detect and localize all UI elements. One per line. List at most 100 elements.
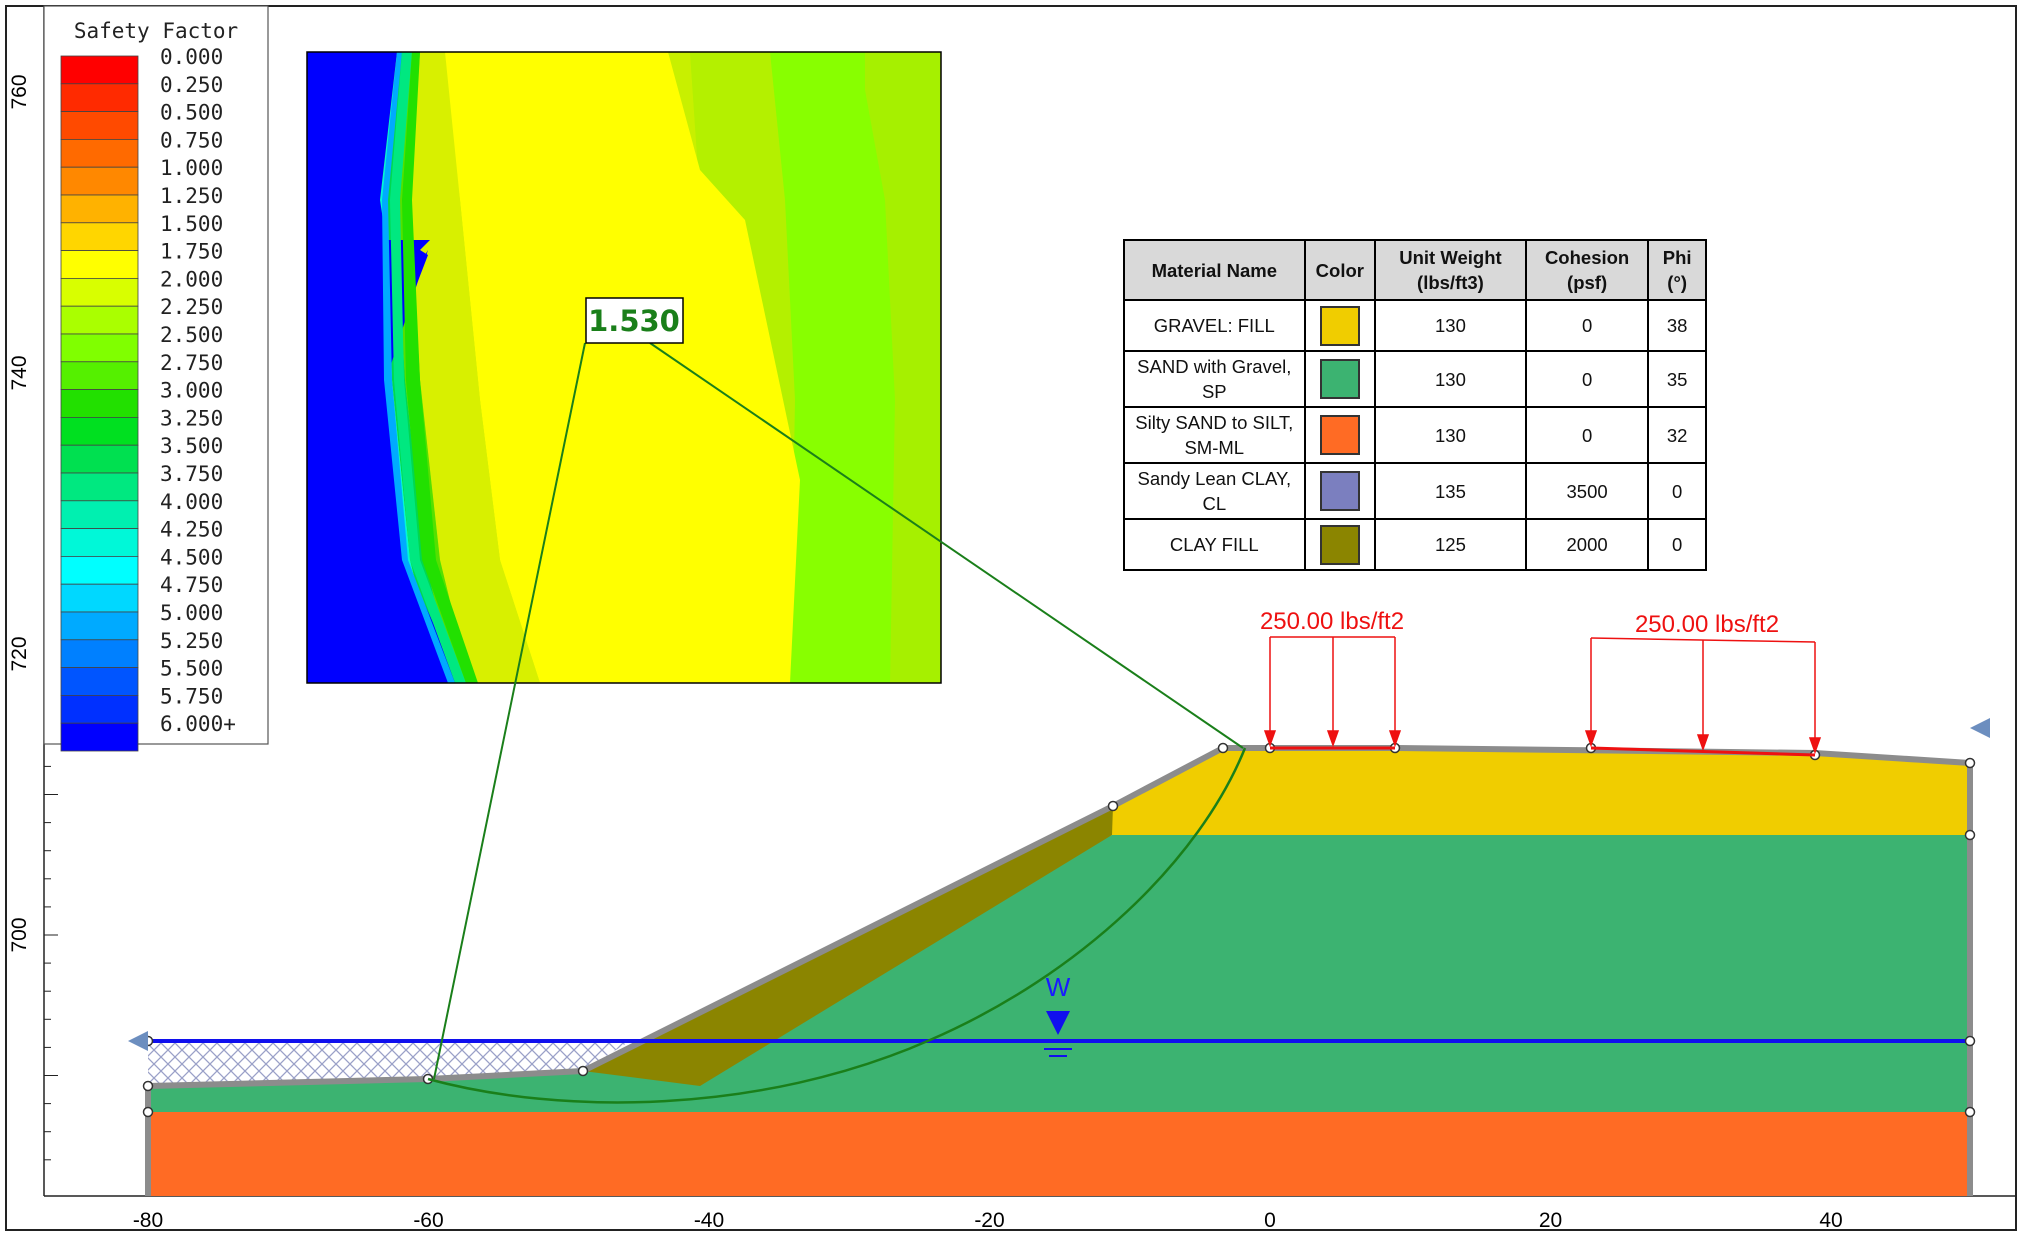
y-tick-label: 720 <box>8 636 31 671</box>
slope-model[interactable] <box>128 718 1990 1196</box>
legend-label: 3.750 <box>160 462 223 486</box>
viewport-frame <box>5 5 2017 1231</box>
legend-swatch <box>60 556 139 585</box>
y-tick-label: 740 <box>8 355 31 390</box>
cohesion: 0 <box>1524 406 1650 464</box>
material-properties-table: Material Name Color Unit Weight (lbs/ft3… <box>1123 239 1707 571</box>
x-tick-label: 40 <box>1819 1209 1842 1232</box>
x-tick-label: 20 <box>1539 1209 1562 1232</box>
legend-label: 5.000 <box>160 601 223 625</box>
legend-swatch <box>60 500 139 529</box>
safety-factor-callout[interactable]: 1.530 <box>585 297 684 344</box>
legend-swatch <box>60 222 139 252</box>
callout-leader-right <box>649 342 1244 749</box>
phi: 35 <box>1647 350 1707 408</box>
load-1-label: 250.00 lbs/ft2 <box>1260 608 1404 635</box>
safety-factor-legend: Safety Factor 0.000 0.250 0.500 0.750 1.000 1… <box>43 5 269 752</box>
legend-swatch <box>60 111 139 140</box>
legend-swatch <box>60 166 139 196</box>
material-color-cell <box>1303 350 1377 408</box>
left-boundary-marker-icon <box>128 1031 148 1051</box>
material-color-cell <box>1303 518 1377 571</box>
legend-title: Safety Factor <box>74 19 238 43</box>
material-swatch <box>1319 359 1360 399</box>
legend-swatch <box>60 416 139 446</box>
legend-swatch <box>60 583 139 613</box>
legend-label: 1.000 <box>160 156 223 180</box>
legend-swatch <box>60 695 139 724</box>
distributed-load-2[interactable]: 250.00 lbs/ft2 <box>1584 611 1822 757</box>
legend-label: 3.500 <box>160 434 223 458</box>
phi: 38 <box>1647 299 1707 352</box>
distributed-load-1[interactable]: 250.00 lbs/ft2 <box>1260 608 1404 750</box>
legend-label: 3.250 <box>160 406 223 430</box>
vertex <box>577 1065 589 1077</box>
cohesion: 2000 <box>1524 518 1650 571</box>
critical-slip-surface[interactable] <box>427 747 1247 1104</box>
legend-label: 0.750 <box>160 128 223 152</box>
vertex <box>142 1106 154 1118</box>
legend-label: 3.000 <box>160 379 223 403</box>
cohesion: 0 <box>1524 299 1650 352</box>
material-name: Sandy Lean CLAY, CL <box>1123 462 1306 520</box>
legend-label: 0.250 <box>160 73 223 97</box>
legend-label: 5.750 <box>160 684 223 708</box>
legend-label: 1.750 <box>160 240 223 264</box>
material-clay-fill-region[interactable] <box>583 806 1113 1086</box>
boundary-vertices[interactable] <box>142 742 1976 1118</box>
legend-label: 4.250 <box>160 518 223 542</box>
material-swatch <box>1319 524 1360 565</box>
header-material-name: Material Name <box>1123 239 1306 301</box>
legend-label: 6.000+ <box>160 712 236 736</box>
legend-swatch <box>60 667 139 696</box>
legend-swatch <box>60 277 139 307</box>
legend-label: 1.500 <box>160 212 223 236</box>
legend-swatch <box>60 639 139 668</box>
legend-label: 2.750 <box>160 351 223 375</box>
legend-swatch <box>60 333 139 363</box>
material-name: CLAY FILL <box>1123 518 1306 571</box>
legend-label: 2.000 <box>160 267 223 291</box>
water-table-marker: W <box>1044 972 1072 1057</box>
material-name: GRAVEL: FILL <box>1123 299 1306 352</box>
unit-weight: 130 <box>1374 299 1527 352</box>
header-unit-weight: Unit Weight (lbs/ft3) <box>1374 239 1527 301</box>
vertex <box>1217 742 1229 754</box>
legend-label: 4.000 <box>160 490 223 514</box>
material-silty-sand-region[interactable] <box>148 1112 1970 1196</box>
legend-label: 0.000 <box>160 45 223 69</box>
material-color-cell <box>1303 406 1377 464</box>
x-axis-ticks: -80 -60 -40 -20 0 20 40 <box>133 1182 1972 1232</box>
unit-weight: 125 <box>1374 518 1527 571</box>
phi: 32 <box>1647 406 1707 464</box>
material-swatch <box>1319 305 1360 346</box>
material-name: Silty SAND to SILT, SM-ML <box>1123 406 1306 464</box>
material-swatch <box>1319 415 1360 455</box>
legend-label: 4.500 <box>160 545 223 569</box>
x-tick-label: -40 <box>694 1209 724 1232</box>
vertex <box>1107 800 1119 812</box>
material-name: SAND with Gravel, SP <box>1123 350 1306 408</box>
material-gravel-fill-region[interactable] <box>1093 748 1970 835</box>
callout-leader-left <box>433 342 586 1080</box>
legend-swatch <box>60 389 139 418</box>
legend-swatch <box>60 611 139 641</box>
legend-swatch <box>60 361 139 390</box>
legend-label: 5.500 <box>160 657 223 681</box>
cohesion: 3500 <box>1524 462 1650 520</box>
legend-swatch <box>60 194 139 224</box>
table-row: Sandy Lean CLAY, CL 135 3500 0 <box>1123 462 1707 520</box>
legend-swatch <box>60 138 139 168</box>
x-tick-label: -80 <box>133 1209 163 1232</box>
table-row: SAND with Gravel, SP 130 0 35 <box>1123 350 1707 408</box>
vertex <box>1964 1035 1976 1047</box>
right-boundary-marker-icon <box>1970 718 1990 738</box>
legend-label: 1.250 <box>160 184 223 208</box>
legend-swatch <box>60 722 139 752</box>
water-triangle-icon <box>1046 1011 1070 1035</box>
safety-factor-value: 1.530 <box>588 304 680 338</box>
safety-factor-contour-inset[interactable] <box>306 51 942 684</box>
legend-label: 0.500 <box>160 101 223 125</box>
